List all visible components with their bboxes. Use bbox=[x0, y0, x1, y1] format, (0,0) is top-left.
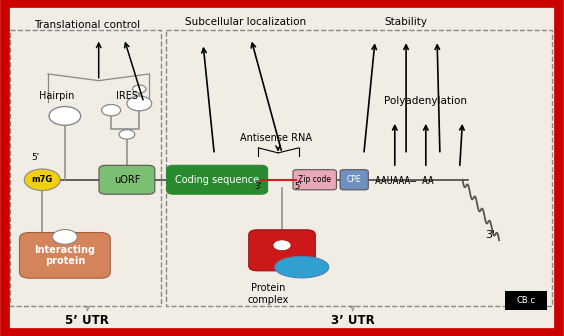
Circle shape bbox=[119, 130, 135, 139]
FancyBboxPatch shape bbox=[99, 165, 155, 194]
FancyBboxPatch shape bbox=[166, 165, 267, 194]
FancyBboxPatch shape bbox=[340, 170, 368, 190]
Text: CB.c: CB.c bbox=[517, 296, 536, 305]
Text: 3': 3' bbox=[486, 230, 496, 240]
Text: Protein
complex: Protein complex bbox=[247, 283, 289, 305]
Text: uORF: uORF bbox=[114, 175, 140, 185]
Circle shape bbox=[127, 96, 152, 111]
Circle shape bbox=[52, 229, 77, 244]
Text: 5': 5' bbox=[32, 154, 39, 162]
FancyBboxPatch shape bbox=[19, 233, 111, 278]
Text: IRES: IRES bbox=[116, 91, 138, 101]
Text: 5’ UTR: 5’ UTR bbox=[65, 314, 109, 327]
FancyBboxPatch shape bbox=[505, 291, 547, 310]
Text: Zip code: Zip code bbox=[298, 175, 331, 184]
Text: Antisense RNA: Antisense RNA bbox=[240, 133, 312, 143]
Text: AAUAAA– AA: AAUAAA– AA bbox=[375, 176, 434, 186]
FancyBboxPatch shape bbox=[249, 230, 315, 271]
Text: 5': 5' bbox=[294, 182, 302, 191]
Text: 3': 3' bbox=[254, 182, 262, 191]
Circle shape bbox=[133, 85, 146, 93]
Circle shape bbox=[24, 169, 60, 191]
Text: CPE: CPE bbox=[347, 175, 362, 184]
Circle shape bbox=[49, 107, 81, 125]
Text: m7G: m7G bbox=[32, 175, 53, 184]
Circle shape bbox=[273, 240, 291, 251]
FancyBboxPatch shape bbox=[293, 170, 336, 190]
Text: 3’ UTR: 3’ UTR bbox=[331, 314, 374, 327]
Text: Polyadenylation: Polyadenylation bbox=[384, 96, 468, 106]
Ellipse shape bbox=[275, 256, 329, 278]
Text: Translational control: Translational control bbox=[34, 20, 140, 30]
Text: Hairpin: Hairpin bbox=[39, 91, 74, 101]
Text: Interacting
protein: Interacting protein bbox=[34, 245, 95, 266]
Circle shape bbox=[102, 104, 121, 116]
Text: Subcellular localization: Subcellular localization bbox=[185, 17, 306, 27]
Text: Stability: Stability bbox=[385, 17, 428, 27]
Text: Coding sequence: Coding sequence bbox=[175, 175, 259, 185]
